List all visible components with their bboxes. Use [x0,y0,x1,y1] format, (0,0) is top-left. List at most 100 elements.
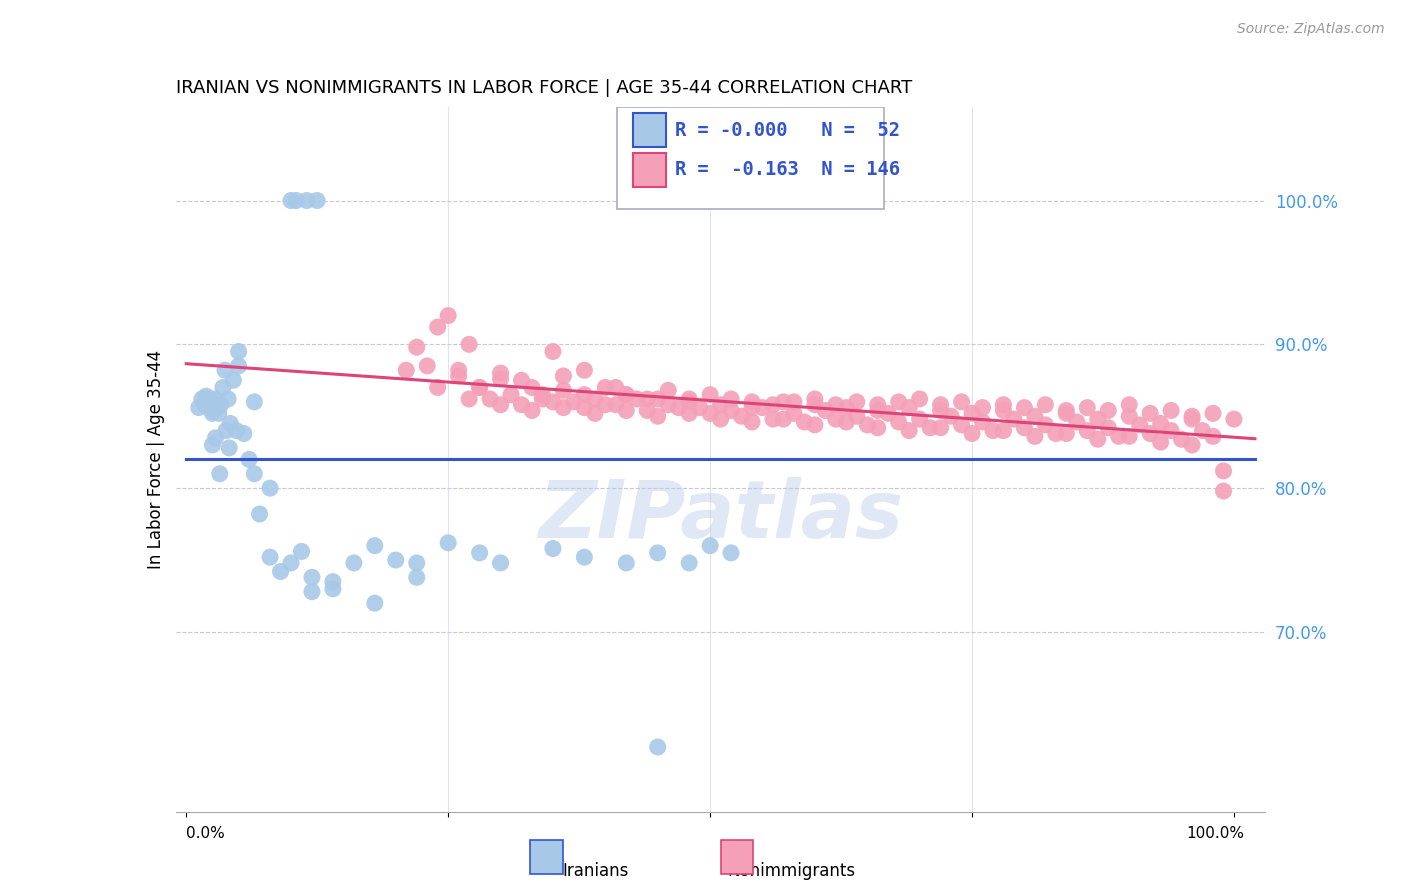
Point [243,395,266,409]
Point [647,546,669,560]
Point [1149,417,1171,431]
Point [804,392,827,406]
Point [1129,417,1152,432]
Point [510,373,533,387]
Point [280,556,302,570]
Point [259,550,281,565]
Point [405,570,427,584]
Point [1160,403,1182,417]
Point [699,387,721,401]
Point [804,398,827,412]
Point [202,401,225,415]
Point [416,359,439,373]
Point [198,392,221,406]
Point [447,363,470,377]
Point [1087,432,1109,446]
Point [553,401,575,415]
Point [222,373,245,387]
Point [1024,429,1046,443]
Point [605,380,627,394]
Point [689,401,711,415]
Point [762,412,785,426]
Point [553,368,575,383]
Point [678,392,700,406]
Point [295,194,318,208]
Point [1097,421,1119,435]
Point [972,401,994,415]
Point [204,402,226,417]
Point [204,431,226,445]
Point [720,546,742,560]
Point [201,406,224,420]
Point [219,417,242,431]
Point [489,366,512,380]
Point [720,392,742,406]
Point [217,392,239,406]
Bar [530,840,562,874]
Point [720,403,742,417]
Point [866,398,889,412]
Point [301,584,323,599]
Point [232,426,254,441]
Text: R =  -0.163  N = 146: R = -0.163 N = 146 [675,161,900,179]
Point [458,337,481,351]
Point [908,392,931,406]
Point [204,392,226,406]
Point [200,395,222,409]
Point [238,452,260,467]
Point [447,368,470,383]
Point [605,398,627,412]
Point [1035,417,1057,432]
Point [835,415,858,429]
Point [479,392,502,406]
Point [898,401,921,415]
Point [1054,406,1077,420]
Point [845,409,868,424]
Point [301,570,323,584]
Point [343,556,366,570]
Point [195,392,218,406]
Point [520,403,543,417]
Point [583,392,606,406]
Point [1212,464,1234,478]
Point [195,389,218,403]
Point [993,403,1015,417]
Point [783,395,806,409]
Point [939,409,962,424]
Point [647,392,669,406]
Point [678,406,700,420]
Point [1097,403,1119,417]
Point [562,395,585,409]
Point [824,398,846,412]
Point [225,424,247,438]
Point [595,398,617,412]
Point [668,401,690,415]
Point [541,344,564,359]
Point [209,398,232,412]
Point [489,398,512,412]
Point [636,403,658,417]
Point [1181,409,1204,424]
Point [437,536,460,550]
Point [993,398,1015,412]
Point [458,392,481,406]
Point [993,424,1015,438]
Point [972,415,994,429]
Point [249,507,271,521]
Point [583,406,606,420]
Point [395,363,418,377]
Point [1014,401,1036,415]
Point [1149,435,1171,450]
Point [489,372,512,386]
Point [699,406,721,420]
Point [772,395,794,409]
Point [1181,438,1204,452]
Point [243,467,266,481]
Point [741,395,763,409]
Point [887,395,910,409]
Point [553,384,575,398]
Point [929,403,952,417]
Point [908,412,931,426]
Text: 0.0%: 0.0% [186,826,225,841]
Point [1087,412,1109,426]
